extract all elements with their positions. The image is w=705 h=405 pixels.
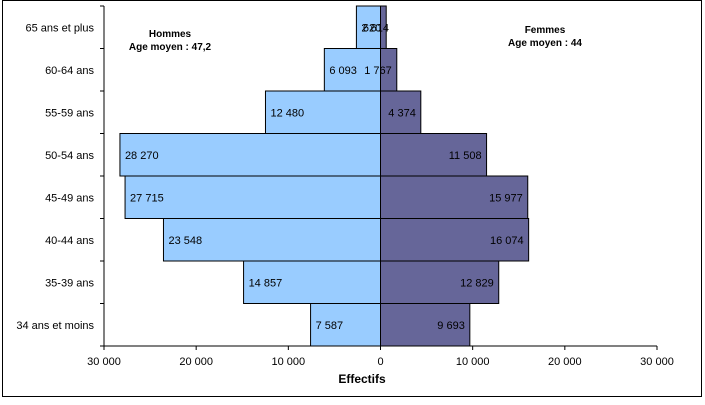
data-label-women: 16 074 — [490, 235, 524, 247]
x-tick-label: 0 — [377, 356, 383, 368]
data-label-women: 15 977 — [489, 192, 523, 204]
x-tick-label: 10 000 — [272, 356, 306, 368]
data-label-women: 4 374 — [388, 107, 416, 119]
bar-women — [380, 48, 398, 92]
bar-women — [380, 5, 387, 49]
category-label: 65 ans et plus — [26, 22, 95, 34]
axes-group — [100, 5, 658, 350]
labels-group: 7 587 9 693 34 ans et moins 14 857 12 829 35-… — [16, 22, 673, 368]
x-tick-label: 20 000 — [548, 356, 582, 368]
data-label-men: 7 587 — [316, 320, 344, 332]
data-label-men: 14 857 — [249, 277, 283, 289]
bar-men — [323, 48, 382, 92]
x-axis-title: Effectifs — [338, 372, 386, 386]
x-tick-label: 20 000 — [179, 356, 213, 368]
bar-men — [119, 133, 382, 177]
data-label-men: 28 270 — [125, 150, 159, 162]
bar-men — [243, 260, 381, 304]
bar-women — [380, 133, 488, 177]
bar-women — [380, 90, 422, 134]
bar-men — [162, 218, 381, 262]
data-label-women: 12 829 — [460, 277, 494, 289]
women-mean-age: Age moyen : 44 — [508, 38, 582, 49]
data-label-women: 620 — [363, 22, 381, 34]
category-label: 35-39 ans — [45, 277, 94, 289]
bar-men — [124, 175, 381, 219]
data-label-men: 2 614 — [361, 22, 389, 34]
bar-men — [355, 5, 381, 49]
data-label-men: 12 480 — [270, 107, 304, 119]
men-mean-age: Age moyen : 47,2 — [129, 42, 212, 53]
women-group-title: Femmes — [525, 25, 566, 36]
men-group-title: Hommes — [149, 29, 192, 40]
x-tick-label: 10 000 — [456, 356, 490, 368]
bar-men — [310, 303, 381, 347]
bar-women — [380, 218, 530, 262]
category-label: 34 ans et moins — [16, 320, 94, 332]
category-label: 55-59 ans — [45, 107, 94, 119]
category-label: 60-64 ans — [45, 65, 94, 77]
data-label-women: 1 767 — [364, 65, 392, 77]
bar-women — [380, 260, 500, 304]
x-tick-label: 30 000 — [87, 356, 121, 368]
data-label-women: 11 508 — [449, 150, 482, 162]
data-label-women: 9 693 — [437, 320, 465, 332]
data-label-men: 27 715 — [130, 192, 164, 204]
bar-men — [264, 90, 382, 134]
data-label-men: 6 093 — [329, 65, 357, 77]
category-label: 50-54 ans — [45, 150, 94, 162]
category-label: 45-49 ans — [45, 192, 94, 204]
data-label-men: 23 548 — [168, 235, 202, 247]
x-tick-label: 30 000 — [640, 356, 674, 368]
bar-women — [380, 175, 529, 219]
category-label: 40-44 ans — [45, 235, 94, 247]
bars-group — [119, 5, 530, 347]
